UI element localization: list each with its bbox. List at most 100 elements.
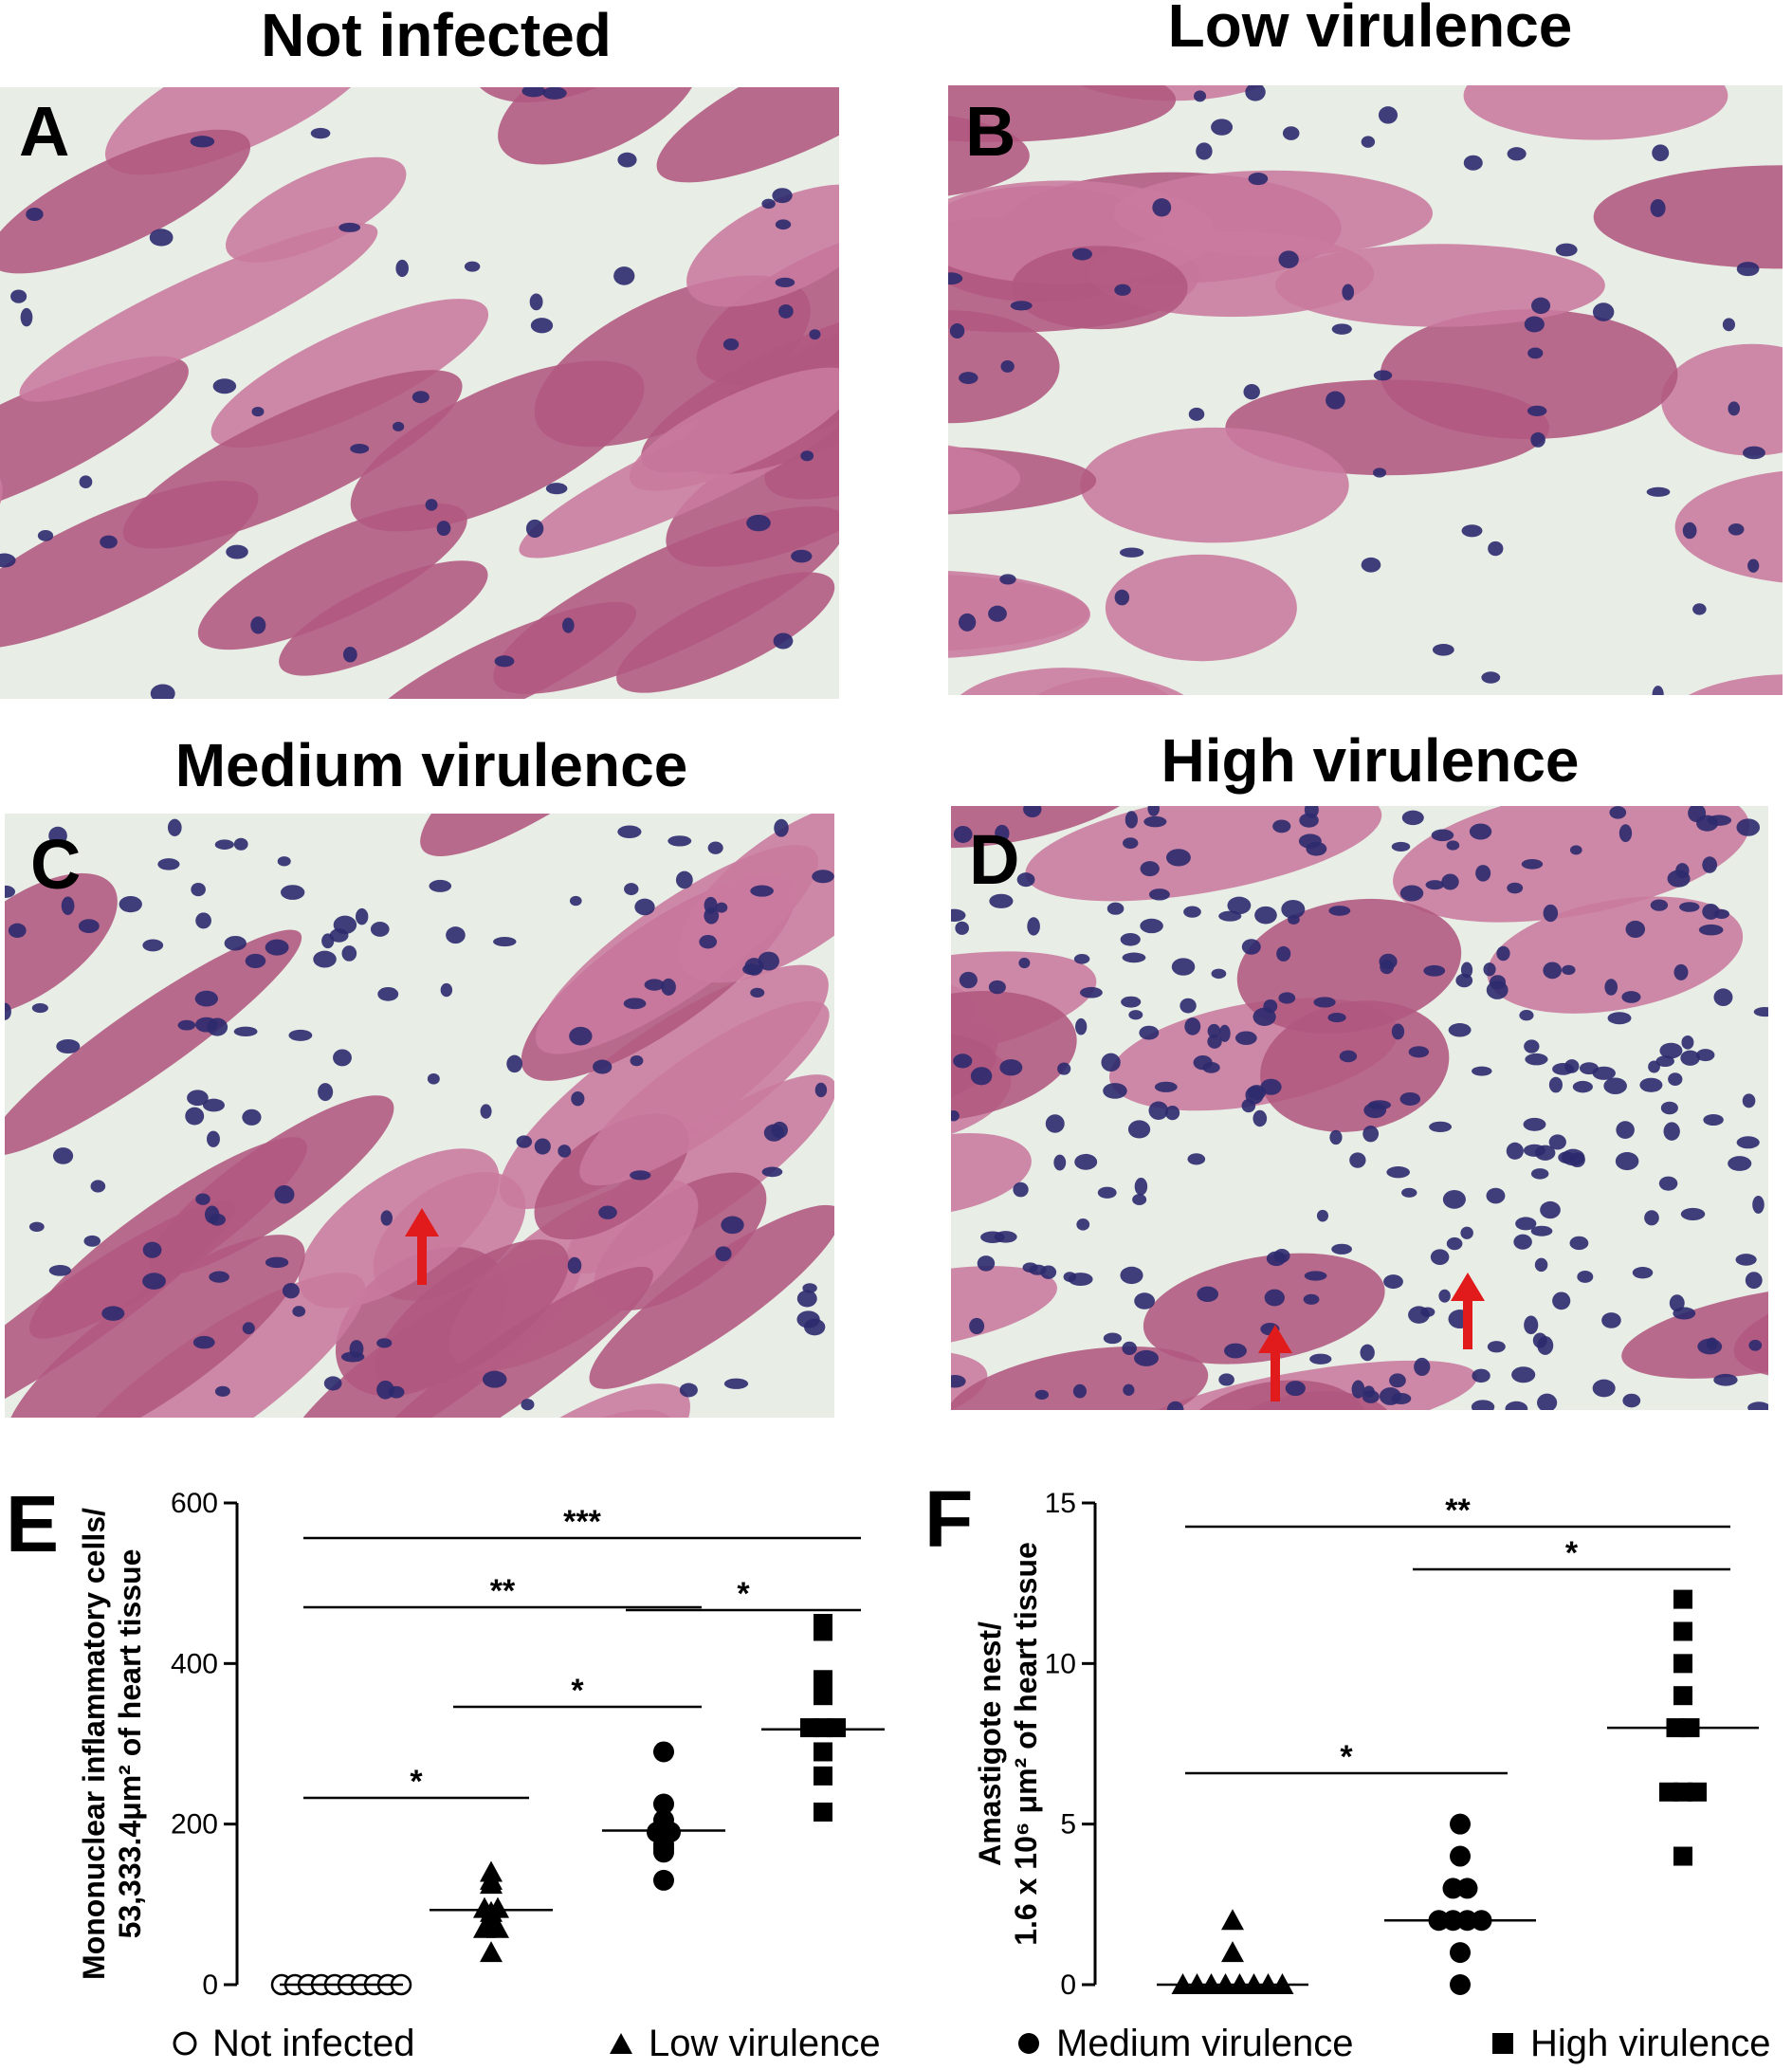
cell-nucleus: [1276, 945, 1291, 962]
cell-nucleus: [1029, 1264, 1047, 1275]
cell-nucleus: [1527, 405, 1547, 416]
cell-nucleus: [464, 261, 481, 272]
cell-nucleus: [1644, 1210, 1659, 1226]
cell-nucleus: [1080, 986, 1103, 998]
cell-nucleus: [340, 1351, 365, 1363]
cell-nucleus: [1361, 557, 1381, 573]
cell-nucleus: [1148, 1101, 1169, 1121]
cell-nucleus: [1532, 1332, 1547, 1348]
cell-nucleus: [245, 953, 266, 969]
data-point: [653, 1869, 674, 1891]
cell-nucleus: [0, 553, 16, 568]
data-point: [653, 1793, 674, 1815]
cell-nucleus: [1609, 806, 1627, 819]
muscle-fiber: [1011, 246, 1188, 330]
cell-nucleus: [31, 1002, 48, 1014]
muscle-fiber: [629, 367, 839, 491]
cell-nucleus: [1423, 964, 1446, 977]
data-point: [1450, 1942, 1471, 1964]
cell-nucleus: [149, 229, 174, 247]
cell-nucleus: [567, 1256, 582, 1274]
cell-nucleus: [1736, 818, 1761, 836]
cell-nucleus: [1401, 810, 1424, 826]
cell-nucleus: [989, 893, 1014, 908]
cell-nucleus: [1152, 198, 1172, 217]
cell-nucleus: [185, 1107, 205, 1126]
muscle-fiber: [5, 1235, 305, 1418]
cell-nucleus: [1728, 522, 1745, 536]
cell-nucleus: [722, 338, 740, 351]
cell-nucleus: [1342, 284, 1355, 301]
cell-nucleus: [1488, 540, 1504, 557]
cell-nucleus: [1053, 1154, 1067, 1171]
muscle-fiber: [1661, 343, 1783, 456]
muscle-fiber: [1143, 1253, 1385, 1365]
cell-nucleus: [1123, 837, 1139, 850]
cell-nucleus: [1663, 1122, 1680, 1141]
cell-nucleus: [8, 923, 27, 938]
cell-nucleus: [1524, 1039, 1540, 1053]
cell-nucleus: [569, 1026, 593, 1046]
cell-nucleus: [1569, 1236, 1589, 1251]
cell-nucleus: [775, 277, 795, 287]
red-arrow-icon: [1451, 1273, 1485, 1349]
cell-nucleus: [1399, 1092, 1421, 1106]
cell-nucleus: [1309, 1353, 1332, 1365]
significance-label: *: [1340, 1739, 1353, 1775]
cell-nucleus: [1552, 1291, 1571, 1310]
legend-label: High virulence: [1530, 2022, 1771, 2064]
cell-nucleus: [1618, 824, 1633, 843]
cell-nucleus: [1698, 924, 1724, 936]
muscle-fiber: [19, 223, 378, 402]
data-point: [814, 1621, 832, 1641]
cell-nucleus: [224, 935, 247, 951]
cell-nucleus: [809, 329, 821, 340]
cell-nucleus: [707, 841, 723, 854]
histology-image-low-virulence: [948, 85, 1783, 695]
muscle-fiber: [0, 481, 259, 650]
cell-nucleus: [242, 1322, 255, 1335]
muscle-fiber: [1025, 806, 1382, 902]
significance-label: *: [410, 1764, 423, 1800]
cell-nucleus: [1211, 119, 1234, 136]
cell-nucleus: [1218, 1373, 1234, 1386]
cell-nucleus: [1572, 1080, 1593, 1093]
cell-nucleus: [233, 1026, 258, 1037]
cell-nucleus: [1658, 1176, 1678, 1191]
cell-nucleus: [1753, 1006, 1768, 1017]
cell-nucleus: [1282, 126, 1300, 140]
square-icon: [1492, 2033, 1513, 2054]
cell-nucleus: [994, 1231, 1017, 1243]
cell-nucleus: [1543, 904, 1559, 923]
cell-nucleus: [1034, 1389, 1050, 1401]
cell-nucleus: [1202, 1062, 1220, 1073]
cell-nucleus: [521, 87, 546, 98]
legend-item-not-infected: Not infected: [171, 2020, 414, 2067]
cell-nucleus: [436, 521, 451, 537]
cell-nucleus: [667, 835, 692, 847]
cell-nucleus: [951, 1375, 966, 1388]
cell-nucleus: [280, 885, 305, 900]
cell-nucleus: [1140, 918, 1163, 934]
cell-nucleus: [1555, 243, 1578, 257]
cell-nucleus: [1667, 870, 1691, 888]
cell-nucleus: [209, 1271, 229, 1283]
cell-nucleus: [1537, 1393, 1558, 1410]
muscle-fiber: [616, 572, 835, 693]
cell-nucleus: [1128, 1010, 1143, 1020]
cell-nucleus: [214, 1385, 230, 1397]
cell-nucleus: [1000, 360, 1015, 373]
muscle-fiber: [0, 356, 189, 528]
cell-nucleus: [323, 1376, 342, 1391]
series-high-virulence: [761, 1614, 885, 1822]
cell-nucleus: [1134, 1178, 1148, 1196]
cell-nucleus: [446, 926, 466, 944]
cell-nucleus: [1331, 1243, 1352, 1255]
cell-nucleus: [195, 912, 211, 929]
cell-nucleus: [1045, 1114, 1065, 1133]
cell-nucleus: [571, 1090, 585, 1107]
cell-nucleus: [761, 198, 776, 210]
cell-nucleus: [1171, 958, 1196, 976]
cell-nucleus: [1486, 1187, 1506, 1204]
cell-nucleus: [1218, 910, 1242, 922]
